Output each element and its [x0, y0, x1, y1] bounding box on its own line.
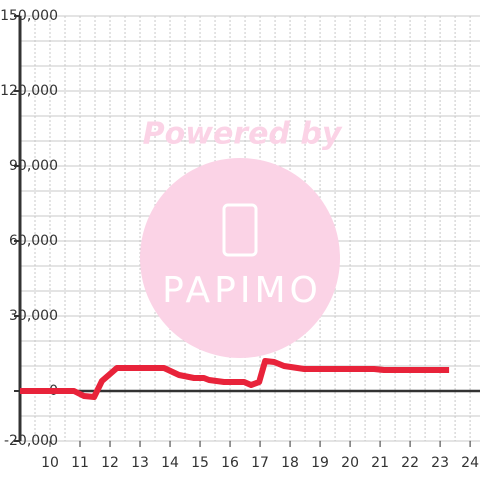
y-tick-label: -20,000	[4, 433, 58, 449]
x-tick-label: 21	[371, 455, 389, 471]
x-tick-label: 14	[161, 455, 179, 471]
y-tick-label: 150,000	[0, 8, 58, 24]
x-tick-label: 11	[71, 455, 89, 471]
x-tick-label: 20	[341, 455, 359, 471]
x-tick-label: 19	[311, 455, 329, 471]
watermark: Powered by PAPIMO	[140, 117, 343, 358]
data-line	[20, 358, 450, 400]
watermark-circle	[140, 158, 340, 358]
x-tick-label: 15	[191, 455, 209, 471]
y-tick-label: 90,000	[9, 158, 58, 174]
x-tick-label: 13	[131, 455, 149, 471]
x-tick-label: 10	[41, 455, 59, 471]
watermark-caption: Powered by	[143, 117, 343, 152]
watermark-logo: PAPIMO	[162, 270, 322, 311]
x-tick-label: 23	[431, 455, 449, 471]
x-tick-label: 16	[221, 455, 239, 471]
x-tick-label: 18	[281, 455, 299, 471]
y-tick-label: 30,000	[9, 308, 58, 324]
y-tick-label: 120,000	[0, 83, 58, 99]
x-tick-label: 17	[251, 455, 269, 471]
watermark-icon	[222, 203, 258, 257]
x-tick-label: 24	[461, 455, 479, 471]
y-tick-label: 60,000	[9, 233, 58, 249]
x-tick-label: 12	[101, 455, 119, 471]
x-tick-label: 22	[401, 455, 419, 471]
